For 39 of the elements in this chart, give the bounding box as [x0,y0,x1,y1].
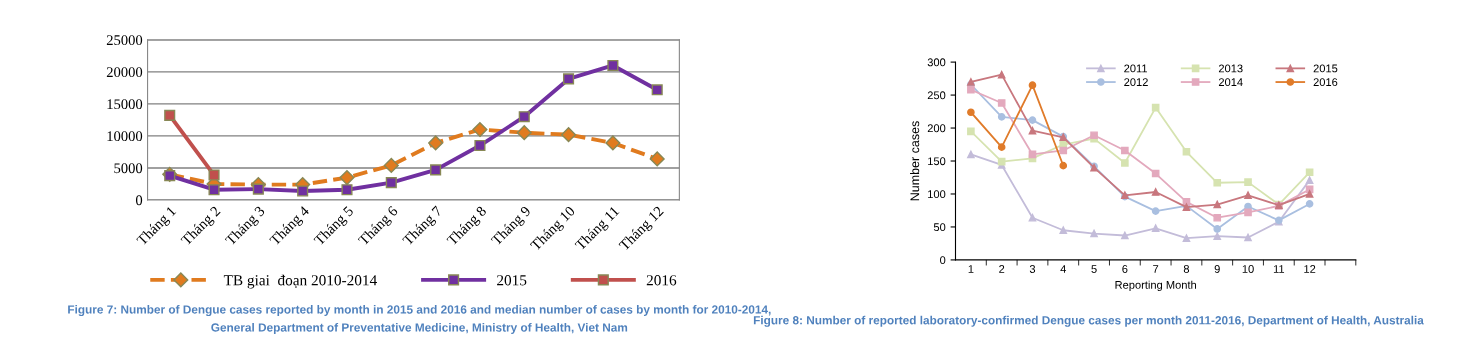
legend-label: 2011 [1124,64,1148,73]
legend-label: 2012 [1124,78,1148,87]
text: General Department of Preventative Medicine, Ministry of Health, Viet Nam [211,322,628,334]
y-tick-label: 150 [928,157,946,166]
caption: Figure 8: Number of reported laboratory-confirmed Dengue cases per month 2011-2016, Department of Health, Australia [753,315,1424,327]
x-tick-label: 7 [1153,265,1159,273]
legend-label: 2015 [497,275,527,286]
y-tick-label: 300 [927,58,946,67]
caption: Figure 7: Number of Dengue cases reported by month in 2015 and 2016 and median number of cases by month for 2010-2014, [68,305,771,317]
x-tick-label: 5 [1091,265,1097,273]
y-tick-label: 10000 [107,131,143,142]
x-tick-label: 1 [968,265,974,273]
y-tick-label: 5000 [114,163,143,174]
y-tick-label: 25000 [106,35,143,46]
y-tick-label: 50 [933,223,946,232]
x-axis-title: Reporting Month [1115,280,1197,292]
y-tick-label: 250 [927,91,946,100]
legend-label: 2015 [1313,64,1338,73]
legend-label: 2016 [646,275,677,286]
y-tick-label: 200 [927,124,946,133]
legend-label: 2014 [1218,78,1243,87]
x-tick-label: 2 [999,265,1005,273]
x-tick-label: 3 [1029,265,1036,273]
x-tick-label: 4 [1060,265,1067,273]
x-tick-label: 12 [1304,265,1316,273]
x-tick-label: 11 [1273,265,1285,273]
y-tick-label: 15000 [107,99,143,110]
x-tick-label: 9 [1214,265,1220,273]
y-tick-label: 0 [940,256,946,265]
y-tick-label: 20000 [106,67,143,78]
x-tick-label: 8 [1183,265,1190,273]
legend-label: 2016 [1313,78,1338,87]
x-tick-label: 10 [1242,265,1254,273]
legend-label: TB giai đoạn 2010-2014 [223,274,377,289]
y-axis-title: Number cases [910,121,920,201]
y-tick-label: 100 [928,190,946,199]
x-tick-label: 6 [1122,265,1128,273]
y-tick-label: 0 [135,195,143,206]
legend-label: 2013 [1218,64,1243,73]
